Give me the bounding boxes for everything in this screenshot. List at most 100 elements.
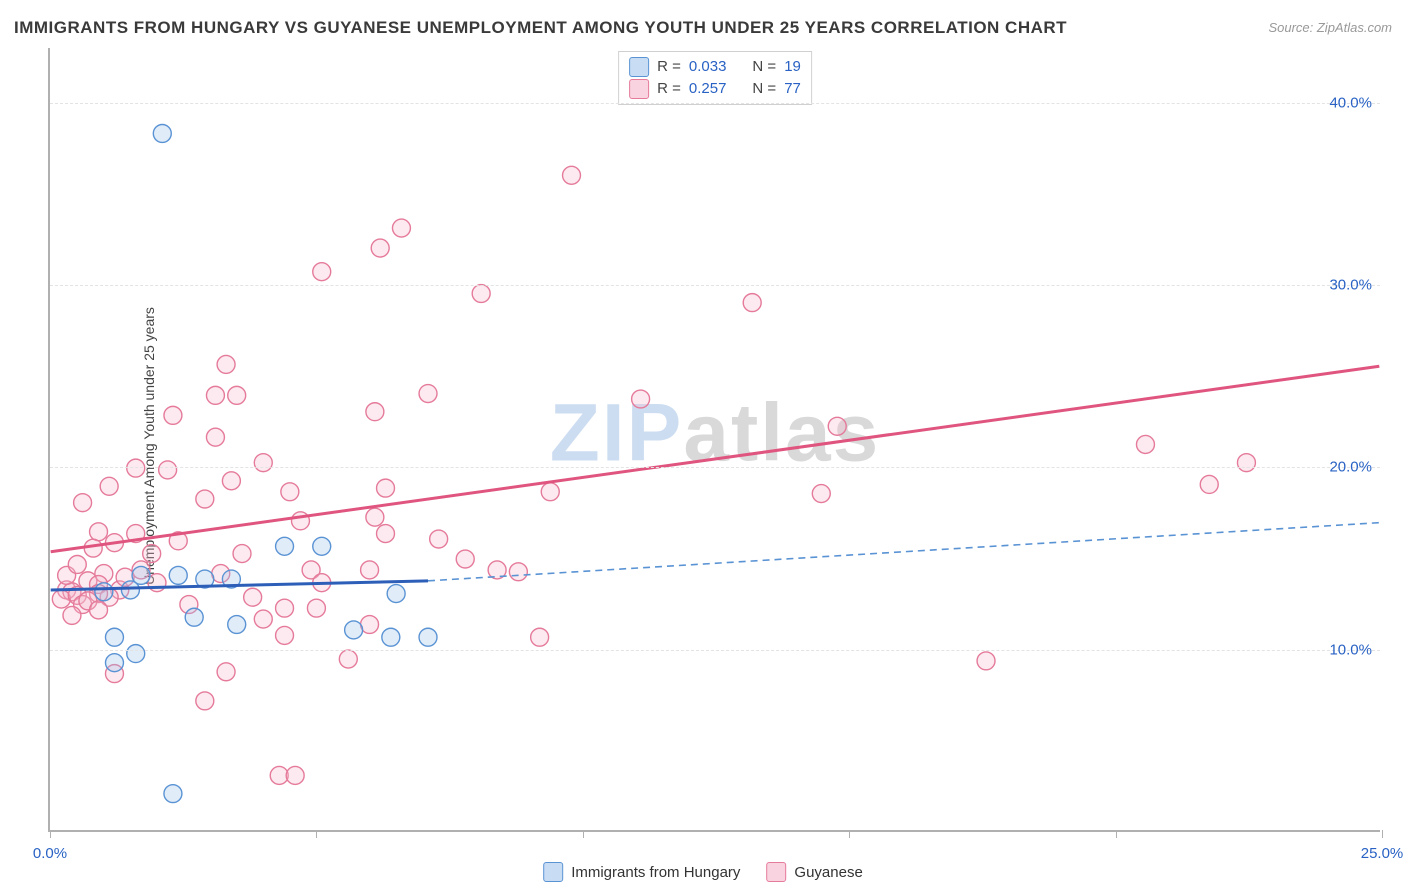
x-tick-label: 0.0% (33, 845, 67, 862)
data-point (153, 124, 171, 142)
data-point (392, 219, 410, 237)
data-point (217, 663, 235, 681)
data-point (307, 599, 325, 617)
legend-swatch-hungary (629, 57, 649, 77)
n-value: 77 (784, 78, 801, 100)
legend-swatch-guyanese (629, 79, 649, 99)
data-point (196, 692, 214, 710)
data-point (121, 581, 139, 599)
data-point (185, 608, 203, 626)
data-point (52, 590, 70, 608)
data-point (276, 537, 294, 555)
data-point (361, 616, 379, 634)
data-point (313, 263, 331, 281)
y-tick-label: 10.0% (1329, 641, 1372, 658)
y-tick-label: 40.0% (1329, 94, 1372, 111)
data-point (105, 654, 123, 672)
data-point (254, 610, 272, 628)
data-point (95, 583, 113, 601)
r-label: R = (657, 78, 681, 100)
x-tick (50, 830, 51, 838)
x-tick (583, 830, 584, 838)
data-point (276, 626, 294, 644)
data-point (366, 403, 384, 421)
legend-label: Guyanese (794, 864, 862, 881)
y-gridline (50, 650, 1380, 651)
n-label: N = (752, 56, 776, 78)
n-value: 19 (784, 56, 801, 78)
data-point (206, 386, 224, 404)
data-point (313, 537, 331, 555)
data-point (228, 386, 246, 404)
data-point (339, 650, 357, 668)
data-point (632, 390, 650, 408)
data-point (196, 490, 214, 508)
data-point (377, 525, 395, 543)
x-tick (1382, 830, 1383, 838)
data-point (90, 601, 108, 619)
legend-swatch-icon (543, 862, 563, 882)
data-point (1237, 454, 1255, 472)
data-point (276, 599, 294, 617)
data-point (345, 621, 363, 639)
data-point (1200, 475, 1218, 493)
data-point (286, 766, 304, 784)
data-point (143, 545, 161, 563)
data-point (90, 523, 108, 541)
r-value: 0.033 (689, 56, 727, 78)
y-gridline (50, 467, 1380, 468)
n-label: N = (752, 78, 776, 100)
data-point (371, 239, 389, 257)
y-gridline (50, 103, 1380, 104)
legend-item-hungary: Immigrants from Hungary (543, 862, 740, 882)
legend-row-hungary: R = 0.033 N = 19 (629, 56, 801, 78)
data-point (74, 494, 92, 512)
data-point (430, 530, 448, 548)
data-point (228, 616, 246, 634)
legend-swatch-icon (766, 862, 786, 882)
data-point (222, 472, 240, 490)
data-point (387, 585, 405, 603)
data-point (100, 477, 118, 495)
legend-item-guyanese: Guyanese (766, 862, 862, 882)
y-tick-label: 30.0% (1329, 277, 1372, 294)
data-point (382, 628, 400, 646)
data-point (254, 454, 272, 472)
data-point (164, 785, 182, 803)
data-point (105, 628, 123, 646)
data-point (169, 566, 187, 584)
data-point (164, 406, 182, 424)
data-point (743, 294, 761, 312)
data-point (68, 556, 86, 574)
legend-label: Immigrants from Hungary (571, 864, 740, 881)
data-point (472, 285, 490, 303)
x-tick (1116, 830, 1117, 838)
data-point (159, 461, 177, 479)
data-point (563, 166, 581, 184)
data-point (419, 628, 437, 646)
source-label: Source: ZipAtlas.com (1268, 20, 1392, 35)
x-tick (849, 830, 850, 838)
data-point (977, 652, 995, 670)
data-point (419, 385, 437, 403)
data-point (1136, 435, 1154, 453)
data-point (233, 545, 251, 563)
r-value: 0.257 (689, 78, 727, 100)
y-tick-label: 20.0% (1329, 459, 1372, 476)
trend-line-guyanese (51, 366, 1380, 551)
data-point (377, 479, 395, 497)
data-point (828, 417, 846, 435)
legend-correlation: R = 0.033 N = 19 R = 0.257 N = 77 (618, 51, 812, 105)
chart-container: IMMIGRANTS FROM HUNGARY VS GUYANESE UNEM… (0, 0, 1406, 892)
trend-line-hungary-extrapolated (428, 523, 1379, 581)
chart-svg (50, 48, 1380, 830)
plot-area: ZIPatlas R = 0.033 N = 19 R = 0.257 N = … (48, 48, 1380, 832)
data-point (361, 561, 379, 579)
data-point (509, 563, 527, 581)
data-point (244, 588, 262, 606)
data-point (217, 355, 235, 373)
r-label: R = (657, 56, 681, 78)
data-point (63, 606, 81, 624)
chart-title: IMMIGRANTS FROM HUNGARY VS GUYANESE UNEM… (14, 18, 1067, 38)
legend-series: Immigrants from Hungary Guyanese (543, 862, 863, 882)
